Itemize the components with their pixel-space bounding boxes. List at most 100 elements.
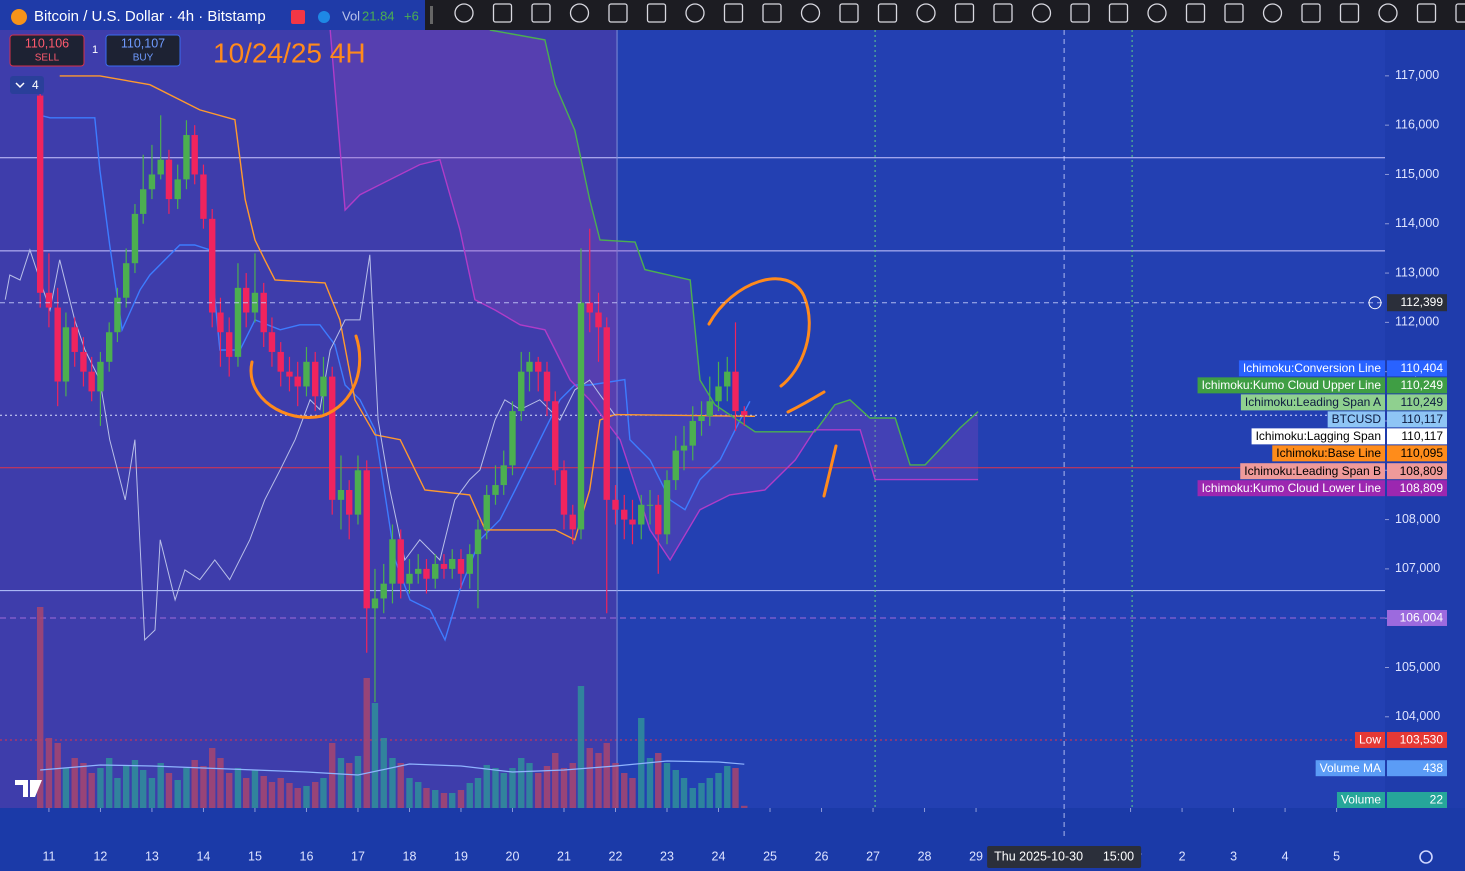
tool-icon[interactable] (877, 3, 898, 23)
candle-body (406, 573, 413, 584)
x-tick-label: 18 (403, 849, 417, 863)
volume-bar (500, 773, 507, 808)
buy-label[interactable]: BUY (133, 53, 154, 64)
x-tick-label: 15 (248, 849, 262, 863)
indicator-line (4, 248, 616, 642)
indicators-toggle[interactable] (10, 76, 44, 94)
buy-price[interactable]: 110,107 (121, 36, 165, 50)
volume-bar (732, 768, 739, 808)
candle-body (415, 568, 422, 574)
tool-icon[interactable] (1262, 3, 1283, 23)
tool-icon[interactable] (569, 3, 590, 23)
volume-bar (492, 768, 499, 808)
sell-price[interactable]: 110,106 (25, 36, 69, 50)
sell-button[interactable] (9, 34, 85, 67)
x-tick-label: 14 (196, 849, 210, 863)
candle-body (603, 327, 610, 500)
candle-body (320, 376, 327, 397)
volume-bar (663, 763, 671, 808)
candle-body (449, 559, 456, 569)
tool-icon[interactable] (1339, 3, 1360, 23)
tool-icon[interactable] (1108, 3, 1129, 23)
tool-icon[interactable] (1147, 3, 1167, 23)
price-label-value: 108,809 (1400, 464, 1444, 478)
candle-body (595, 312, 602, 328)
candle-body (543, 371, 551, 402)
price-label-box (1387, 480, 1447, 497)
tool-icon[interactable] (646, 3, 667, 23)
volume-bar (157, 763, 164, 808)
tool-icon[interactable] (916, 3, 936, 23)
candle-body (363, 470, 370, 609)
tool-icon[interactable] (454, 3, 474, 23)
quantity[interactable]: 1 (92, 44, 98, 56)
tool-icon[interactable] (1301, 3, 1321, 23)
toolbar-handle (430, 6, 433, 24)
settings-icon[interactable] (1419, 850, 1433, 864)
candle-body (226, 332, 233, 357)
tool-icon[interactable] (839, 3, 859, 23)
y-tick-label: 117,000 (1395, 68, 1439, 82)
price-label-name: Low (1359, 733, 1381, 747)
flag-icon[interactable] (291, 10, 305, 24)
y-tick-label: 105,000 (1395, 660, 1440, 674)
tool-icon[interactable] (993, 3, 1013, 23)
candle-body (62, 327, 70, 382)
volume-bar (337, 758, 345, 808)
symbol-title[interactable]: Bitcoin / U.S. Dollar · 4h · Bitstamp (34, 8, 266, 25)
tool-icon[interactable] (1224, 3, 1244, 23)
candle-body (209, 218, 216, 313)
indicator-count[interactable]: 4 (32, 78, 39, 92)
candle-body (346, 489, 353, 515)
tool-icon[interactable] (1455, 3, 1465, 23)
crosshair-add[interactable] (1368, 296, 1382, 310)
tool-icon[interactable] (608, 3, 628, 23)
x-tick-label: 27 (866, 849, 880, 863)
volume-bar (415, 782, 422, 808)
candle-body (698, 416, 705, 421)
candle-body (483, 494, 490, 530)
tool-icon[interactable] (800, 3, 821, 23)
volume-ma-line (40, 760, 745, 776)
sell-label[interactable]: SELL (35, 53, 60, 64)
price-label-name: Volume MA (1320, 761, 1381, 775)
volume-bar (646, 758, 654, 808)
price-label-name-box (1336, 792, 1385, 808)
price-label-name: Ichimoku:Leading Span A (1245, 395, 1381, 409)
price-label-box (1387, 360, 1447, 377)
x-tick-label: 28 (918, 849, 932, 863)
volume-bar (131, 760, 139, 808)
tool-icon[interactable] (1378, 3, 1398, 23)
price-label-name-box (1240, 463, 1385, 480)
volume-bar (440, 793, 448, 808)
price-label-value: 110,117 (1401, 412, 1443, 426)
candle-body (71, 327, 78, 352)
volume-bar (363, 678, 370, 808)
tool-icon[interactable] (1070, 3, 1090, 23)
candle-body (36, 95, 44, 293)
price-label-name-box (1272, 445, 1385, 462)
tool-icon[interactable] (762, 3, 782, 23)
price-label-value: 110,095 (1401, 446, 1444, 460)
tool-icon[interactable] (954, 3, 975, 23)
price-label-name: Ichimoku:Kumo Cloud Upper Line (1202, 378, 1382, 392)
tool-icon[interactable] (723, 3, 744, 23)
price-label-box (1387, 463, 1447, 480)
volume-bar (346, 763, 353, 808)
tool-icon[interactable] (492, 3, 513, 23)
candle-body (114, 297, 121, 333)
buy-button[interactable] (105, 34, 181, 67)
tool-icon[interactable] (1416, 3, 1437, 23)
candle-body (724, 371, 731, 387)
indicator-line (40, 114, 751, 642)
volume-bar (114, 778, 121, 808)
price-label-box (1387, 377, 1447, 394)
volume-bar (226, 773, 233, 808)
tool-icon[interactable] (1185, 3, 1206, 23)
tool-icon[interactable] (685, 3, 705, 23)
tool-icon[interactable] (531, 3, 551, 23)
back-layer (0, 30, 1385, 808)
volume-bar (474, 778, 482, 808)
tool-icon[interactable] (1031, 3, 1052, 23)
volume-bar (569, 763, 576, 808)
